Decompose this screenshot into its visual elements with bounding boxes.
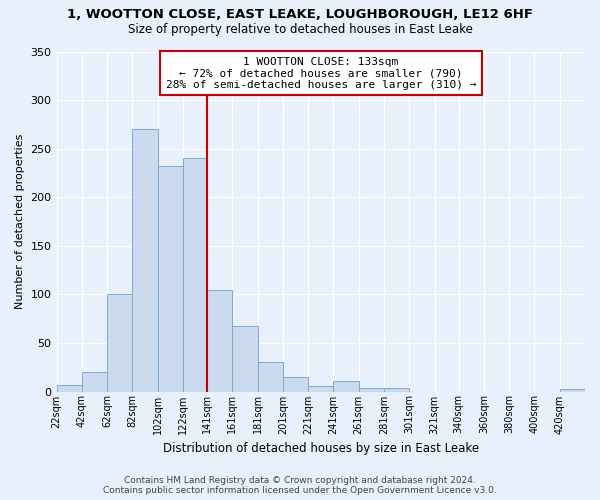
Text: 1 WOOTTON CLOSE: 133sqm
← 72% of detached houses are smaller (790)
28% of semi-d: 1 WOOTTON CLOSE: 133sqm ← 72% of detache… <box>166 56 476 90</box>
Bar <box>232 326 257 392</box>
Bar <box>207 290 232 392</box>
Bar <box>359 388 384 392</box>
Bar <box>560 388 585 392</box>
Text: 1, WOOTTON CLOSE, EAST LEAKE, LOUGHBOROUGH, LE12 6HF: 1, WOOTTON CLOSE, EAST LEAKE, LOUGHBOROU… <box>67 8 533 20</box>
Bar <box>158 166 183 392</box>
Bar <box>283 377 308 392</box>
Bar <box>334 381 359 392</box>
Bar <box>107 294 133 392</box>
Bar <box>308 386 334 392</box>
Text: Contains HM Land Registry data © Crown copyright and database right 2024.
Contai: Contains HM Land Registry data © Crown c… <box>103 476 497 495</box>
Bar <box>56 384 82 392</box>
Bar <box>133 129 158 392</box>
Bar <box>257 362 283 392</box>
Bar <box>384 388 409 392</box>
Text: Size of property relative to detached houses in East Leake: Size of property relative to detached ho… <box>128 22 472 36</box>
Bar <box>183 158 207 392</box>
Y-axis label: Number of detached properties: Number of detached properties <box>15 134 25 309</box>
X-axis label: Distribution of detached houses by size in East Leake: Distribution of detached houses by size … <box>163 442 479 455</box>
Bar <box>82 372 107 392</box>
